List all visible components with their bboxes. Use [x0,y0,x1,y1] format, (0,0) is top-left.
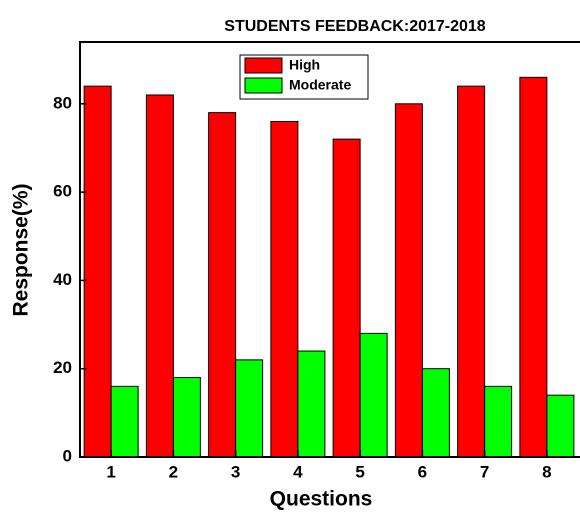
x-tick-label: 3 [231,462,240,481]
bar [172,377,201,458]
x-tick-label: 7 [480,462,489,481]
legend-label: Moderate [289,77,351,93]
x-tick-label: 2 [169,462,178,481]
bar [297,350,326,458]
y-tick-label: 0 [63,446,72,465]
y-axis-label: Response(%) [10,183,33,316]
legend-swatch [244,57,283,74]
y-tick-label: 60 [53,182,72,201]
x-tick-label: 1 [106,462,115,481]
bar [394,103,423,458]
y-tick-label: 80 [53,93,72,112]
bar [546,394,575,458]
axes [79,41,580,458]
x-tick-label: 8 [542,462,551,481]
bar [457,85,486,458]
bar [270,120,299,458]
x-axis-label: Questions [270,488,373,511]
legend-label: High [289,57,320,73]
y-tick-label: 40 [53,270,72,289]
bar [110,385,139,458]
bar [145,94,174,458]
bar [83,85,112,458]
x-tick-label: 5 [355,462,364,481]
bar [484,385,513,458]
bar [421,368,450,458]
bar [208,112,237,458]
legend-swatch [244,77,283,94]
x-tick-label: 4 [293,462,303,481]
bar [359,332,388,458]
y-tick-label: 20 [53,358,72,377]
bar [519,76,548,458]
x-tick-label: 6 [418,462,427,481]
chart-title: STUDENTS FEEDBACK:2017-2018 [224,18,486,35]
bar [332,138,361,458]
bar [235,359,264,458]
